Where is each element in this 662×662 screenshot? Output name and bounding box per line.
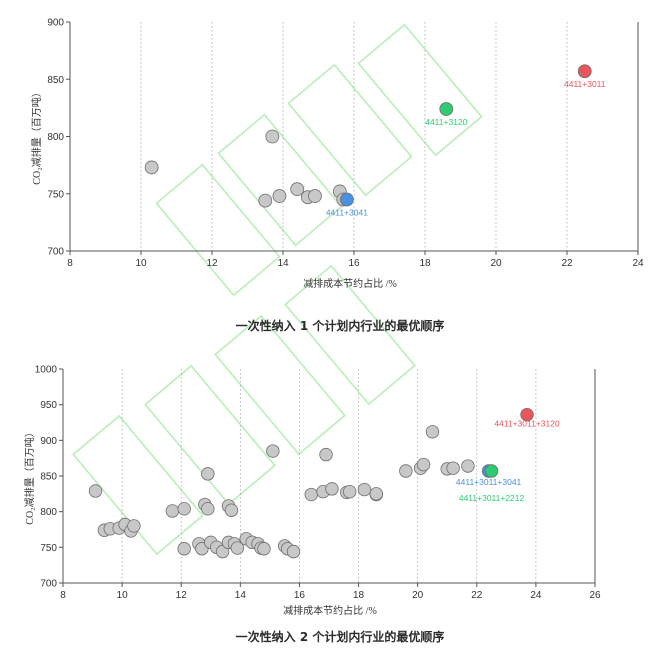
chart-2-data-point — [165, 504, 180, 518]
chart-1-y-tick-label: 700 — [47, 247, 64, 258]
chart-2-x-tick-label: 8 — [60, 590, 66, 601]
chart-2-highlight-point — [484, 464, 499, 478]
chart-2-x-tick-label: 20 — [412, 590, 424, 601]
chart-1-x-tick-label: 22 — [561, 258, 573, 269]
chart-1-data-point — [272, 189, 287, 203]
chart-1-x-tick-label: 20 — [490, 258, 502, 269]
chart-2-y-tick-label: 850 — [40, 472, 57, 483]
chart-1-highlight-point — [577, 64, 592, 79]
chart-1-highlight-label: 4411+3011 — [564, 79, 606, 89]
chart-2: 8 10 12 14 16 18 20 22 24 26 700 750 800 850 900 950 10… — [23, 365, 601, 645]
chart-1-data-point — [265, 129, 280, 144]
chart-2-data-point — [201, 467, 215, 481]
chart-2-y-axis-title: CO₂减排量（百万吨） — [23, 427, 36, 524]
chart-2-data-point — [416, 457, 431, 472]
chart-2-x-tick-label: 26 — [589, 590, 601, 601]
chart-2-x-tick-label: 10 — [117, 590, 129, 601]
chart-2-x-tick-label: 16 — [294, 590, 306, 601]
chart-1-points — [144, 129, 351, 208]
chart-2-data-point — [177, 502, 191, 516]
chart-2-data-point — [399, 464, 413, 478]
chart-2-data-point — [342, 484, 357, 499]
chart-2-data-point — [319, 447, 333, 462]
chart-2-y-tick-label: 700 — [40, 579, 57, 590]
chart-2-highlights: 4411+3011+3041 4411+3011+2212 4411+3011+31… — [456, 407, 560, 503]
chart-1-highlight-label: 4411+3041 — [326, 207, 368, 217]
chart-2-data-point — [425, 425, 440, 439]
chart-2-x-tick-label: 18 — [353, 590, 365, 601]
chart-2-data-point — [127, 519, 141, 533]
chart-2-y-tick-label: 800 — [40, 507, 57, 518]
chart-2-x-axis-title: 减排成本节约占比 /% — [283, 604, 377, 617]
chart-1-x-tick-label: 12 — [206, 258, 218, 269]
chart-2-x-tick-label: 24 — [530, 590, 542, 601]
chart-2-data-point — [257, 542, 271, 556]
chart-1-y-tick-label: 850 — [47, 75, 64, 86]
chart-1-x-ticks: 8 10 12 14 16 18 20 22 24 — [67, 251, 644, 269]
chart-2-highlight-label: 4411+3011+3120 — [494, 419, 560, 429]
chart-1-x-tick-label: 24 — [632, 258, 644, 269]
chart-1-x-tick-label: 8 — [67, 258, 73, 269]
chart-2-data-point — [369, 487, 383, 501]
watermark-logo — [72, 23, 483, 556]
chart-2-axes — [62, 369, 596, 584]
chart-2-x-tick-label: 22 — [471, 590, 483, 601]
chart-2-data-point — [177, 542, 191, 556]
chart-1-data-point — [258, 193, 273, 208]
chart-2-x-ticks: 8 10 12 14 16 18 20 22 24 26 — [60, 583, 601, 601]
chart-2-y-tick-label: 1000 — [35, 365, 58, 376]
chart-2-data-point — [304, 487, 318, 502]
chart-1-x-tick-label: 18 — [419, 258, 431, 269]
chart-1-y-ticks: 700 750 800 850 900 — [47, 18, 70, 258]
chart-1-data-point — [290, 182, 305, 197]
chart-2-y-tick-label: 900 — [40, 436, 57, 447]
chart-1-data-point — [144, 160, 159, 175]
chart-2-data-point — [357, 482, 372, 497]
chart-1-highlights: 4411+3041 4411+3120 4411+3011 — [326, 64, 606, 217]
chart-2-caption: 一次性纳入 2 个计划内行业的最优顺序 — [236, 629, 445, 644]
chart-2-data-point — [266, 444, 280, 458]
chart-1-data-point — [308, 189, 322, 203]
chart-2-y-tick-label: 750 — [40, 543, 57, 554]
chart-1-x-tick-label: 10 — [135, 258, 147, 269]
chart-2-data-point — [446, 461, 460, 475]
chart-2-data-point — [286, 544, 301, 559]
chart-1-x-axis-title: 减排成本节约占比 /% — [303, 277, 397, 290]
chart-2-highlight-label: 4411+3011+2212 — [459, 493, 525, 503]
chart-2-highlight-label: 4411+3011+3041 — [456, 477, 522, 487]
chart-2-x-tick-label: 14 — [235, 590, 247, 601]
chart-2-highlight-point — [520, 407, 534, 422]
chart-2-points — [88, 425, 475, 559]
chart-2-data-point — [325, 482, 339, 496]
chart-1-y-tick-label: 800 — [47, 132, 64, 143]
chart-2-y-ticks: 700 750 800 850 900 950 1000 — [35, 365, 63, 590]
chart-1-y-axis-title: CO₂减排量（百万吨） — [30, 87, 43, 184]
chart-2-data-point — [201, 502, 215, 516]
chart-1-caption: 一次性纳入 1 个计划内行业的最优顺序 — [236, 318, 445, 333]
chart-1-y-tick-label: 750 — [47, 189, 64, 200]
chart-2-data-point — [88, 484, 103, 498]
chart-1-x-tick-label: 16 — [348, 258, 360, 269]
chart-2-data-point — [461, 459, 475, 473]
chart-2-x-tick-label: 12 — [176, 590, 188, 601]
chart-1-highlight-point — [439, 102, 454, 116]
chart-2-y-tick-label: 950 — [40, 400, 57, 411]
chart-1: 8 10 12 14 16 18 20 22 24 700 750 800 850 900 4411+3… — [30, 18, 644, 334]
chart-2-data-point — [230, 541, 245, 555]
chart-1-highlight-label: 4411+3120 — [425, 117, 467, 127]
chart-1-y-tick-label: 900 — [47, 18, 64, 29]
chart-1-x-tick-label: 14 — [277, 258, 289, 269]
chart-1-highlight-point — [339, 192, 354, 207]
chart-2-data-point — [224, 503, 239, 517]
